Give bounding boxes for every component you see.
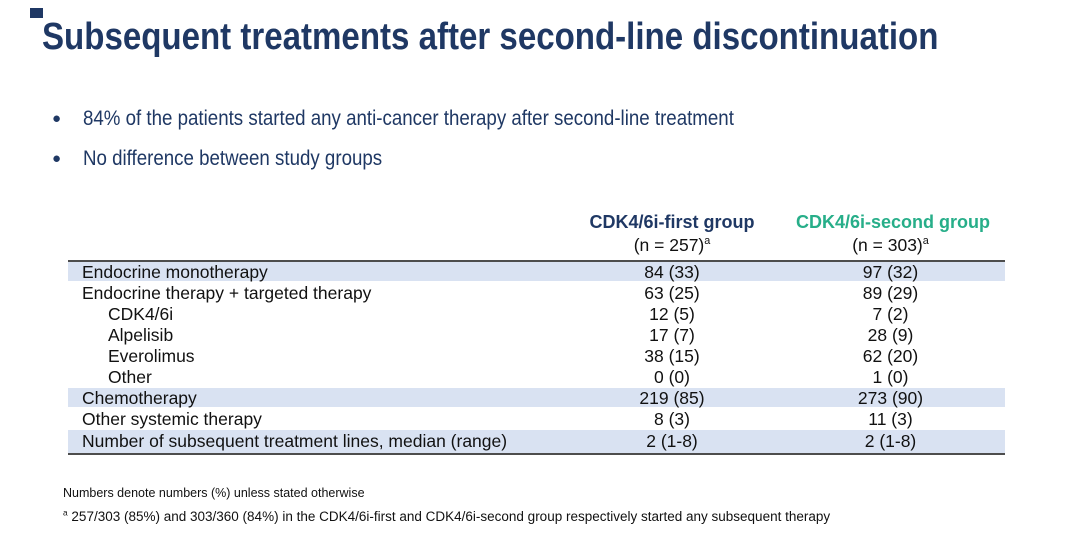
row-label: Other systemic therapy xyxy=(82,409,262,429)
row-value-first-group: 63 (25) xyxy=(644,283,700,303)
bullet-icon: ● xyxy=(52,110,62,127)
row-value-first-group: 8 (3) xyxy=(654,409,690,429)
column-header-second-group: CDK4/6i-second group (n = 303)a xyxy=(796,210,1005,257)
table-row: Everolimus 38 (15) 62 (20) xyxy=(68,346,1005,367)
table-body: Endocrine monotherapy 84 (33) 97 (32) En… xyxy=(68,260,1005,455)
header-spacer xyxy=(68,210,548,257)
row-label: Alpelisib xyxy=(108,325,174,345)
row-value-second-group: 7 (2) xyxy=(872,304,909,324)
first-group-title: CDK4/6i-first group xyxy=(589,212,755,232)
row-value-second-group: 28 (9) xyxy=(867,325,914,345)
footnote-general: Numbers denote numbers (%) unless stated… xyxy=(63,486,365,500)
row-label: CDK4/6i xyxy=(108,304,174,324)
second-group-n-text: (n = 303) xyxy=(852,235,923,255)
table-row: Endocrine monotherapy 84 (33) 97 (32) xyxy=(68,262,1005,283)
table-row: Alpelisib 17 (7) 28 (9) xyxy=(68,325,1005,346)
treatments-table: CDK4/6i-first group (n = 257)a CDK4/6i-s… xyxy=(68,210,1005,455)
bullet-text: No difference between study groups xyxy=(83,146,383,170)
row-label: Endocrine therapy + targeted therapy xyxy=(82,283,372,303)
footnote-a-text: 257/303 (85%) and 303/360 (84%) in the C… xyxy=(71,509,831,524)
table-row: Number of subsequent treatment lines, me… xyxy=(68,430,1005,453)
table-row: Other 0 (0) 1 (0) xyxy=(68,367,1005,388)
bullet-item: ● No difference between study groups xyxy=(52,146,831,171)
page-title-text: Subsequent treatments after second-line … xyxy=(42,16,939,58)
bullet-list: ● 84% of the patients started any anti-c… xyxy=(52,106,831,186)
second-group-title: CDK4/6i-second group xyxy=(796,212,991,232)
row-value-first-group: 38 (15) xyxy=(644,346,700,366)
footnote-a-marker: a xyxy=(63,507,68,518)
bullet-item: ● 84% of the patients started any anti-c… xyxy=(52,106,831,131)
row-label: Number of subsequent treatment lines, me… xyxy=(82,431,508,451)
table-row: Endocrine therapy + targeted therapy 63 … xyxy=(68,283,1005,304)
row-value-second-group: 97 (32) xyxy=(862,262,919,282)
row-value-second-group: 2 (1-8) xyxy=(864,431,917,451)
row-label: Chemotherapy xyxy=(82,388,197,408)
footnote-a: a 257/303 (85%) and 303/360 (84%) in the… xyxy=(63,507,831,524)
row-value-first-group: 12 (5) xyxy=(649,304,695,324)
bullet-icon: ● xyxy=(52,150,62,167)
column-header-first-group: CDK4/6i-first group (n = 257)a xyxy=(548,210,796,257)
second-group-footnote-marker: a xyxy=(922,235,929,248)
first-group-n: (n = 257)a xyxy=(548,234,796,257)
row-value-second-group: 273 (90) xyxy=(857,388,924,408)
table-row: Other systemic therapy 8 (3) 11 (3) xyxy=(68,409,1005,430)
row-value-first-group: 2 (1-8) xyxy=(646,431,698,451)
row-value-second-group: 11 (3) xyxy=(868,409,913,429)
bullet-text: 84% of the patients started any anti-can… xyxy=(83,106,734,130)
row-value-first-group: 0 (0) xyxy=(654,367,690,387)
corner-mark xyxy=(30,8,43,18)
row-label: Endocrine monotherapy xyxy=(82,262,268,282)
row-value-first-group: 17 (7) xyxy=(649,325,695,345)
row-value-second-group: 62 (20) xyxy=(862,346,919,366)
page-title: Subsequent treatments after second-line … xyxy=(42,16,1072,59)
row-value-second-group: 1 (0) xyxy=(872,367,909,387)
row-label: Everolimus xyxy=(108,346,195,366)
first-group-n-text: (n = 257) xyxy=(633,235,705,255)
table-row: CDK4/6i 12 (5) 7 (2) xyxy=(68,304,1005,325)
row-value-second-group: 89 (29) xyxy=(862,283,919,303)
second-group-n: (n = 303)a xyxy=(796,234,985,257)
table-row: Chemotherapy 219 (85) 273 (90) xyxy=(68,388,1005,409)
row-label: Other xyxy=(108,367,152,387)
first-group-footnote-marker: a xyxy=(704,235,711,248)
row-value-first-group: 84 (33) xyxy=(644,262,700,282)
row-value-first-group: 219 (85) xyxy=(639,388,705,408)
table-header: CDK4/6i-first group (n = 257)a CDK4/6i-s… xyxy=(68,210,1005,257)
